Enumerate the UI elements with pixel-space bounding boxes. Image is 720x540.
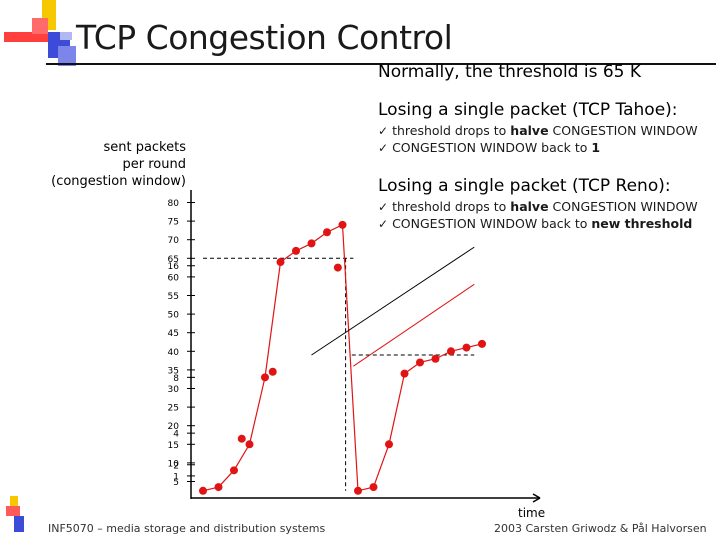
check-icon: ✓ <box>378 124 389 138</box>
data-point <box>230 466 238 475</box>
y-tick-label: 2 <box>173 461 179 471</box>
x-axis-label: time <box>518 506 546 520</box>
y-tick-label: 45 <box>168 329 179 339</box>
reno-bullet-2: ✓ CONGESTION WINDOW back to new threshold <box>378 216 693 231</box>
y-tick-label: 50 <box>168 311 180 321</box>
data-point <box>369 483 378 492</box>
y-axis-label: sent packets per round (congestion windo… <box>51 140 186 189</box>
corner-decoration <box>0 0 80 80</box>
y-tick-label: 80 <box>168 199 180 209</box>
y-tick-label: 1 <box>173 472 179 482</box>
data-point <box>307 239 316 248</box>
reno-bullet-1: ✓ threshold drops to halve CONGESTION WIN… <box>378 199 698 214</box>
data-point <box>462 343 471 352</box>
loss-point <box>237 434 246 443</box>
x-axis-arrow <box>532 493 541 499</box>
tahoe-heading: Losing a single packet (TCP Tahoe): <box>378 100 678 120</box>
data-point <box>400 369 409 378</box>
y-tick-label: 60 <box>168 273 180 283</box>
normal-threshold-text: Normally, the threshold is 65 K <box>378 62 642 82</box>
check-icon: ✓ <box>378 141 389 155</box>
reno-heading: Losing a single packet (TCP Reno): <box>378 176 671 196</box>
y-tick-label: 35 <box>168 366 179 376</box>
data-point <box>431 354 440 363</box>
check-icon: ✓ <box>378 200 389 214</box>
y-tick-label: 10 <box>168 459 180 469</box>
tahoe-bullet-2: ✓ CONGESTION WINDOW back to 1 <box>378 140 601 155</box>
y-tick-label: 40 <box>168 348 180 358</box>
loss-point <box>333 263 342 272</box>
y-tick-label: 8 <box>173 374 179 384</box>
x-axis-arrow <box>532 497 541 503</box>
title-divider <box>46 63 716 65</box>
data-point <box>354 486 362 495</box>
y-tick-label: 65 <box>168 255 179 265</box>
data-point <box>214 483 223 492</box>
y-tick-label: 55 <box>168 292 179 302</box>
y-tick-label: 20 <box>168 422 180 432</box>
tahoe-curve <box>202 223 483 492</box>
data-point <box>245 440 254 449</box>
loss-point <box>268 367 277 376</box>
data-point <box>323 228 331 237</box>
data-point <box>199 486 207 495</box>
y-tick-label: 5 <box>173 478 179 488</box>
data-point <box>416 358 424 367</box>
y-tick-label: 25 <box>168 404 179 414</box>
y-tick-label: 75 <box>168 218 179 228</box>
ideal-line <box>311 246 475 356</box>
y-tick-label: 30 <box>168 385 180 395</box>
data-point <box>478 339 486 348</box>
data-point <box>276 258 285 267</box>
data-point <box>292 246 300 255</box>
data-point <box>261 373 269 382</box>
y-tick-label: 16 <box>168 262 180 272</box>
y-tick-label: 4 <box>173 430 179 440</box>
footer-course: INF5070 – media storage and distribution… <box>48 522 326 535</box>
y-tick-label: 15 <box>168 441 179 451</box>
y-tick-label: 70 <box>168 236 180 246</box>
reno-line <box>353 283 475 367</box>
check-icon: ✓ <box>378 217 389 231</box>
data-point <box>385 440 393 449</box>
data-point <box>447 347 455 356</box>
tahoe-bullet-1: ✓ threshold drops to halve CONGESTION WIN… <box>378 123 698 138</box>
page-title: TCP Congestion Control <box>76 18 453 57</box>
corner-decoration-bottom <box>0 496 30 540</box>
data-point <box>338 220 347 229</box>
footer-authors: 2003 Carsten Griwodz & Pål Halvorsen <box>494 522 707 535</box>
